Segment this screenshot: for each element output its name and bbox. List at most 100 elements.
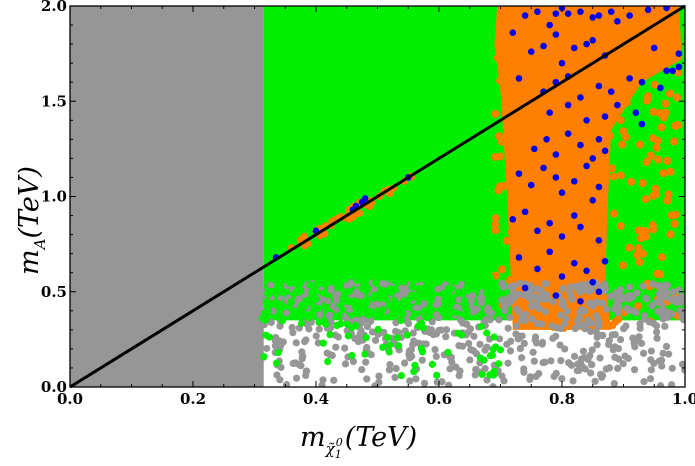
blue-point [558,233,566,240]
blue-point [515,254,523,261]
orange-point [618,261,627,270]
gray-point [509,288,517,297]
orange-point [491,152,500,161]
gray-point [589,300,597,308]
green-point [263,298,271,306]
green-point [272,290,280,298]
orange-point [496,182,505,191]
gray-point [125,378,133,386]
gray-point [469,308,478,316]
green-point [292,288,300,296]
blue-point [601,147,609,155]
y-axis-label: mA(TeV) [14,166,49,275]
gray-point [486,316,494,324]
gray-point [655,357,663,365]
orange-point [656,270,665,279]
green-point [344,332,353,340]
green-point [265,287,274,296]
blue-point [552,174,560,181]
orange-point [493,53,502,62]
orange-point [569,253,578,262]
green-point [320,317,329,325]
green-point [483,289,491,298]
gray-point [504,294,512,302]
gray-point [676,307,684,315]
gray-point [599,371,607,380]
gray-point [420,379,429,387]
gray-point [547,357,555,365]
orange-point [577,194,586,203]
orange-point [557,175,566,184]
x-tick-label: 1.0 [672,390,695,408]
orange-point [511,141,520,150]
green-point [495,360,503,368]
green-point [461,297,469,305]
blue-point [564,101,572,109]
gray-point [567,283,575,291]
green-point [400,297,408,305]
gray-point [303,367,311,375]
gray-point [659,315,667,323]
blue-point [509,29,517,36]
gray-point [106,376,114,384]
orange-point [627,177,636,186]
gray-point [563,307,571,316]
gray-point [435,326,443,334]
blue-point [614,17,621,25]
green-point [296,308,304,317]
gray-point [528,315,536,323]
gray-point [645,318,653,326]
green-point [478,370,486,379]
gray-point [659,349,667,357]
gray-point [434,300,442,308]
orange-point [498,265,507,274]
gray-point [211,379,219,387]
gray-point [653,328,661,336]
orange-point [649,107,658,116]
gray-point [573,367,581,375]
blue-point [534,265,541,273]
blue-point [543,136,550,143]
blue-point [577,223,584,231]
orange-point [621,133,630,142]
orange-point [657,123,666,132]
orange-point [636,226,645,235]
green-point [344,288,352,296]
blue-point [564,130,572,137]
green-point [279,288,287,296]
blue-point [552,151,560,158]
orange-point [655,109,664,118]
gray-point [282,309,290,317]
gray-point [391,327,400,335]
orange-point [495,132,504,141]
gray-point [302,336,310,344]
x-tick-label: 0.0 [57,390,83,408]
orange-point [529,35,538,44]
gray-point [668,381,676,387]
blue-point [571,177,578,185]
orange-point [513,260,522,269]
blue-point [571,212,578,219]
orange-point [667,211,676,220]
gray-point [158,376,167,384]
green-point [385,348,393,356]
gray-point [526,282,535,290]
gray-point [332,292,340,300]
y-tick-label: 0.5 [41,283,67,301]
gray-point [327,285,335,293]
orange-point [659,169,668,178]
blue-point [515,170,523,177]
blue-point [595,136,603,143]
orange-point [586,260,595,269]
orange-point [554,138,563,147]
orange-point [584,180,593,189]
orange-point [552,209,561,218]
blue-point [546,248,553,256]
gray-point [591,377,599,385]
x-tick-label: 0.2 [180,390,206,408]
gray-point [630,366,639,374]
gray-point [559,285,567,293]
gray-point [257,286,266,294]
gray-point [323,349,331,357]
